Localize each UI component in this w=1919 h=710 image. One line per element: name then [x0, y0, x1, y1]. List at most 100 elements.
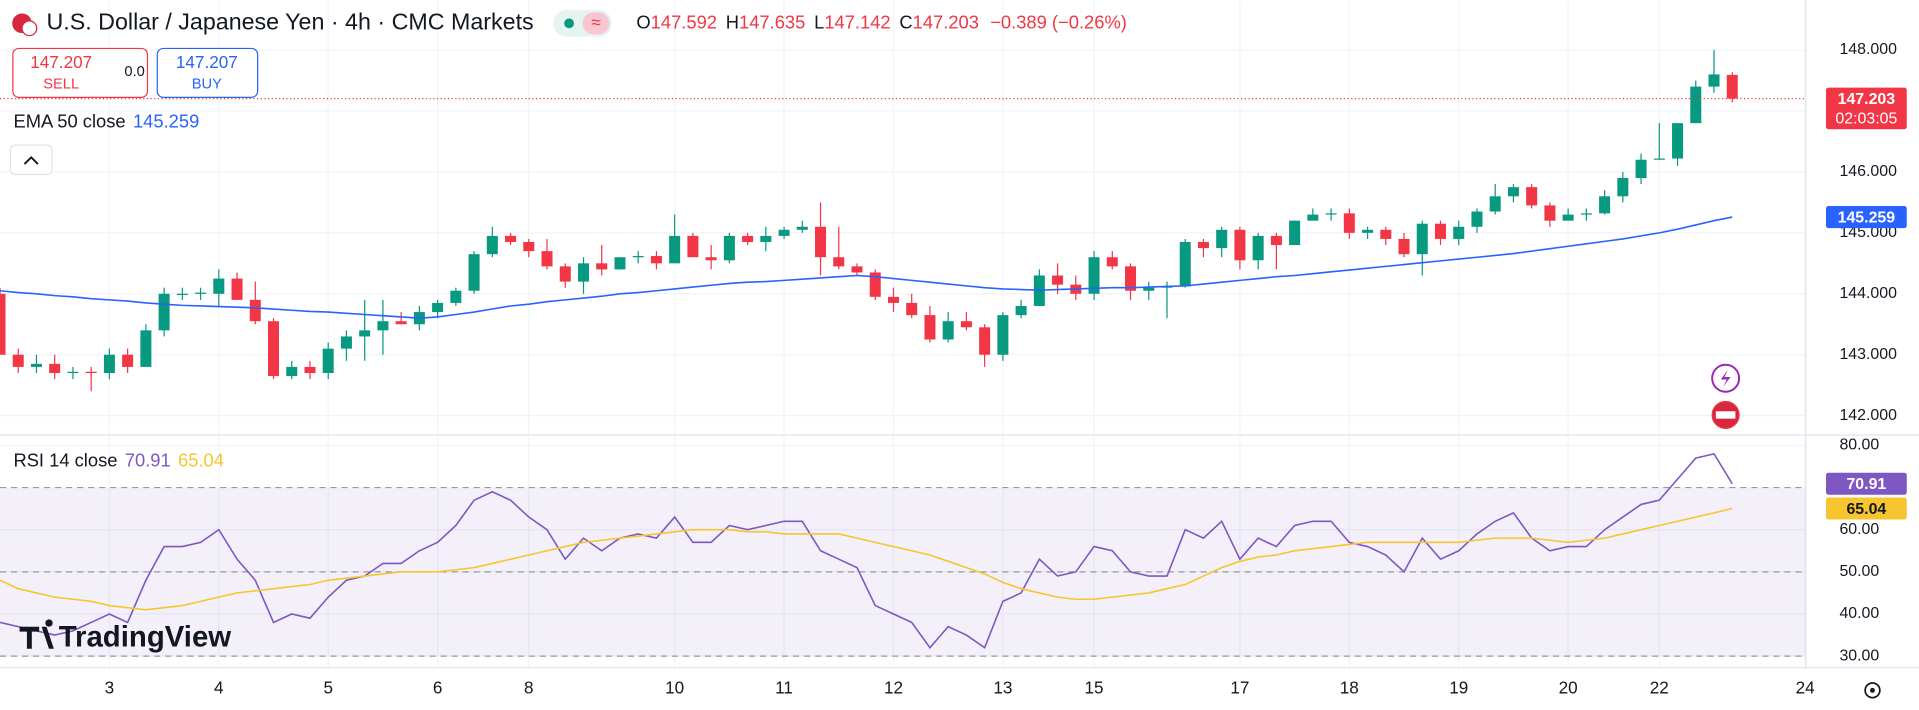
candle-body [687, 235, 699, 258]
x-tick-label: 19 [1449, 678, 1468, 698]
candle-body [1216, 229, 1228, 249]
candle-body [869, 272, 881, 297]
candle-body [30, 363, 42, 367]
spread: 0.0 [124, 64, 144, 80]
candle-body [450, 290, 462, 303]
candle-body [377, 321, 389, 331]
ohlc-label: O [636, 11, 650, 32]
status-icon: ≈ [591, 12, 600, 32]
alert-icon [1720, 369, 1731, 387]
candle-body [1489, 196, 1501, 212]
candle-body [760, 235, 772, 242]
candle-body [1544, 205, 1556, 221]
x-tick-label: 4 [214, 678, 224, 698]
candle-body [1653, 158, 1665, 160]
ohlc-change: −0.389 (−0.26%) [990, 11, 1127, 32]
sell-button[interactable] [12, 47, 149, 98]
rsi-legend: RSI 14 close 70.91 65.04 [13, 449, 223, 470]
price-label-text: 147.203 [1838, 91, 1896, 108]
candle-body [1125, 266, 1137, 291]
candle-body [1526, 187, 1538, 206]
y-tick-label: 142.000 [1839, 407, 1897, 424]
candle-body [742, 235, 754, 242]
ohlc-label: L [814, 11, 824, 32]
x-tick-label: 17 [1230, 678, 1249, 698]
buy-price: 147.207 [176, 52, 238, 72]
candle-body [1362, 229, 1374, 233]
candle-body [614, 257, 626, 270]
candle-body [979, 327, 991, 355]
candle-body [67, 371, 79, 374]
candle-body [523, 241, 535, 252]
candle-body [887, 296, 899, 303]
candle-body [359, 330, 371, 337]
candle-body [1635, 159, 1647, 179]
countdown: 02:03:05 [1835, 111, 1897, 128]
y-tick-label: 50.00 [1839, 563, 1879, 580]
x-tick-label: 8 [524, 678, 534, 698]
candle-body [49, 363, 61, 374]
candle-body [1453, 226, 1465, 239]
buy-button[interactable] [156, 47, 259, 98]
y-tick-label: 30.00 [1839, 647, 1879, 664]
candle-body [632, 256, 644, 258]
candle-body [195, 292, 207, 294]
candle-body [1708, 74, 1720, 87]
marks [0, 50, 1806, 649]
candle-body [122, 354, 134, 367]
collapse-button[interactable] [9, 144, 53, 176]
rsi-value: 70.91 [125, 449, 171, 470]
candle-body [322, 348, 334, 374]
candle-body [103, 354, 115, 374]
candle-body [942, 321, 954, 340]
x-tick-label: 13 [993, 678, 1012, 698]
candle-body [705, 257, 717, 261]
candle-body [340, 336, 352, 349]
price-label [1825, 206, 1907, 229]
y-tick-label: 144.000 [1839, 285, 1897, 302]
candle-body [541, 251, 553, 267]
ema-legend: EMA 50 close 145.259 [13, 110, 199, 131]
candle-body [1289, 220, 1301, 246]
candle-body [1252, 235, 1264, 261]
candle-body [924, 315, 936, 340]
candle-body [1726, 74, 1738, 99]
ohlc-value: 147.592 [651, 11, 717, 32]
y-tick-label: 80.00 [1839, 437, 1879, 454]
candle-body [249, 299, 261, 322]
candle-body [1416, 223, 1428, 255]
price-label [1825, 87, 1907, 130]
candle-body [286, 366, 298, 377]
candle-body [1088, 257, 1100, 294]
candle-body [796, 226, 808, 230]
candle-body [1471, 211, 1483, 227]
candle-body [85, 371, 97, 374]
settings-icon[interactable] [1864, 682, 1881, 699]
candle-body [1690, 86, 1702, 124]
candle-body [906, 302, 918, 316]
candle-body [0, 293, 6, 355]
candle-body [140, 330, 152, 367]
status-icon [582, 12, 610, 35]
candle-body [1052, 275, 1064, 285]
symbol-title: U.S. Dollar / Japanese Yen · 4h · CMC Ma… [47, 8, 534, 34]
candle-body [1343, 213, 1355, 233]
candle-body [213, 278, 225, 294]
candle-body [815, 226, 827, 258]
candle-body [1507, 187, 1519, 197]
candle-body [1270, 235, 1282, 246]
header: U.S. Dollar / Japanese Yen · 4h · CMC Ma… [9, 8, 1881, 699]
y-tick-label: 146.000 [1839, 163, 1897, 180]
candle-body [1562, 214, 1574, 221]
candle-body [669, 235, 681, 264]
candle-body [231, 278, 243, 300]
candle-body [650, 256, 662, 264]
ohlc-value: 147.142 [824, 11, 890, 32]
candle-body [1179, 241, 1191, 287]
candle-body [468, 254, 480, 291]
y-tick-label: 148.000 [1839, 41, 1897, 58]
brand-name: TradingView [59, 621, 232, 654]
axes: 3 4 5 6 8 10 11 12 13 15 17 18 19 20 22 24 142.000 143.00… [105, 41, 1907, 698]
event-icon [1715, 411, 1736, 419]
